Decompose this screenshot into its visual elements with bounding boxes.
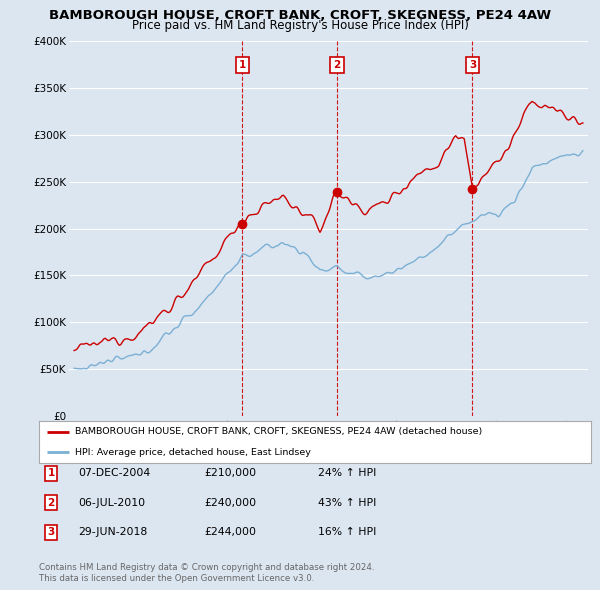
Text: 2: 2 — [334, 60, 341, 70]
Text: £210,000: £210,000 — [204, 468, 256, 478]
Text: BAMBOROUGH HOUSE, CROFT BANK, CROFT, SKEGNESS, PE24 4AW: BAMBOROUGH HOUSE, CROFT BANK, CROFT, SKE… — [49, 9, 551, 22]
Text: This data is licensed under the Open Government Licence v3.0.: This data is licensed under the Open Gov… — [39, 574, 314, 583]
Text: 06-JUL-2010: 06-JUL-2010 — [78, 498, 145, 507]
Text: 07-DEC-2004: 07-DEC-2004 — [78, 468, 150, 478]
Text: 43% ↑ HPI: 43% ↑ HPI — [318, 498, 376, 507]
Text: 1: 1 — [47, 468, 55, 478]
Text: 3: 3 — [469, 60, 476, 70]
Text: Price paid vs. HM Land Registry's House Price Index (HPI): Price paid vs. HM Land Registry's House … — [131, 19, 469, 32]
Text: 1: 1 — [239, 60, 246, 70]
Text: BAMBOROUGH HOUSE, CROFT BANK, CROFT, SKEGNESS, PE24 4AW (detached house): BAMBOROUGH HOUSE, CROFT BANK, CROFT, SKE… — [75, 427, 482, 436]
Text: Contains HM Land Registry data © Crown copyright and database right 2024.: Contains HM Land Registry data © Crown c… — [39, 563, 374, 572]
Text: 29-JUN-2018: 29-JUN-2018 — [78, 527, 147, 537]
Text: £244,000: £244,000 — [204, 527, 256, 537]
Text: £240,000: £240,000 — [204, 498, 256, 507]
Text: 24% ↑ HPI: 24% ↑ HPI — [318, 468, 376, 478]
Text: 16% ↑ HPI: 16% ↑ HPI — [318, 527, 376, 537]
Text: HPI: Average price, detached house, East Lindsey: HPI: Average price, detached house, East… — [75, 448, 311, 457]
Text: 2: 2 — [47, 498, 55, 507]
Text: 3: 3 — [47, 527, 55, 537]
